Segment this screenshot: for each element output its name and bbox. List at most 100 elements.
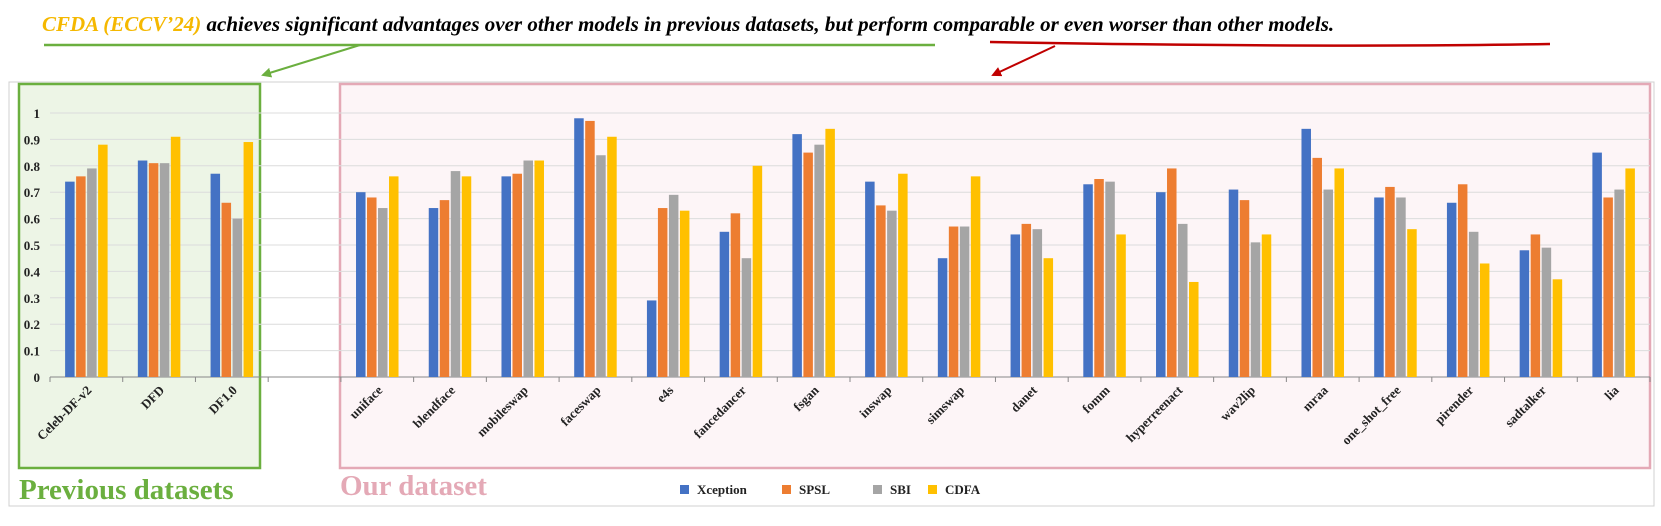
bar-cdfa-fomm	[1116, 234, 1126, 377]
header-caption: CFDA (ECCV’24) achieves significant adva…	[42, 12, 1334, 36]
bar-cdfa-sadtalker	[1552, 279, 1563, 377]
bar-xception-wav2lip	[1228, 189, 1239, 377]
bar-spsl-celeb-df-v2	[76, 176, 86, 377]
y-tick-label: 0.7	[24, 185, 41, 200]
legend-label-sbi: SBI	[890, 482, 911, 497]
bar-spsl-blendface	[439, 200, 450, 377]
bar-xception-fancedancer	[719, 231, 730, 377]
bar-sbi-hyperreenact	[1178, 223, 1188, 377]
bar-cdfa-hyperreenact	[1189, 281, 1199, 377]
bar-xception-celeb-df-v2	[65, 181, 75, 377]
bar-spsl-e4s	[657, 208, 668, 377]
bar-sbi-fancedancer	[741, 258, 752, 377]
bar-sbi-fomm	[1105, 181, 1115, 377]
legend-label-cdfa: CDFA	[945, 482, 981, 497]
bar-cdfa-lia	[1625, 168, 1635, 377]
bar-spsl-one-shot-free	[1385, 186, 1395, 377]
bar-cdfa-one-shot-free	[1407, 229, 1417, 377]
bar-cdfa-df1-0	[243, 142, 254, 377]
y-tick-label: 0.9	[24, 132, 41, 147]
legend-swatch-cdfa	[928, 485, 937, 494]
bar-cdfa-e4s	[679, 210, 690, 377]
bar-spsl-sadtalker	[1530, 234, 1541, 377]
bar-cdfa-fancedancer	[752, 165, 763, 377]
bar-sbi-mobileswap	[523, 160, 533, 377]
bar-sbi-blendface	[450, 171, 461, 377]
bar-spsl-inswap	[876, 205, 886, 377]
bar-spsl-df1-0	[221, 202, 232, 377]
bar-spsl-danet	[1021, 223, 1032, 377]
bar-sbi-fsgan	[814, 144, 824, 377]
header-text: achieves significant advantages over oth…	[201, 12, 1334, 36]
bar-xception-one-shot-free	[1374, 197, 1384, 377]
legend: Xception SPSL SBI CDFA	[680, 482, 981, 497]
figure-frame	[8, 81, 1655, 507]
bar-cdfa-wav2lip	[1261, 234, 1272, 377]
green-arrow	[261, 44, 361, 78]
bar-spsl-mobileswap	[512, 173, 522, 377]
bar-spsl-pirender	[1457, 184, 1468, 377]
bar-xception-mobileswap	[501, 176, 511, 377]
bar-xception-simswap	[937, 258, 948, 377]
bar-spsl-fancedancer	[730, 213, 741, 377]
bar-cdfa-dfd	[170, 136, 181, 377]
bar-cdfa-faceswap	[607, 136, 617, 377]
bar-xception-hyperreenact	[1156, 192, 1166, 377]
bars	[65, 118, 1635, 378]
y-tick-label: 0.1	[24, 344, 40, 359]
y-tick-label: 0.2	[24, 317, 40, 332]
bar-cdfa-simswap	[970, 176, 981, 377]
bar-spsl-wav2lip	[1239, 200, 1250, 377]
header-highlight: CFDA (ECCV’24)	[42, 12, 201, 36]
bar-cdfa-inswap	[898, 173, 908, 377]
legend-swatch-spsl	[782, 485, 791, 494]
our-dataset-label: Our dataset	[340, 470, 487, 502]
bar-spsl-dfd	[148, 163, 159, 377]
bar-xception-danet	[1010, 234, 1021, 377]
bar-cdfa-uniface	[389, 176, 399, 377]
bar-xception-df1-0	[210, 173, 221, 377]
bar-sbi-dfd	[159, 163, 170, 377]
bar-sbi-lia	[1614, 189, 1624, 377]
bar-sbi-wav2lip	[1250, 242, 1261, 377]
bar-xception-e4s	[646, 300, 657, 377]
y-tick-label: 0	[34, 370, 41, 385]
bar-xception-lia	[1592, 152, 1602, 377]
legend-swatch-sbi	[873, 485, 882, 494]
bar-xception-sadtalker	[1519, 250, 1530, 377]
bar-xception-fomm	[1083, 184, 1093, 377]
bar-sbi-e4s	[668, 194, 679, 377]
bar-spsl-hyperreenact	[1167, 168, 1177, 377]
y-tick-label: 1	[34, 106, 41, 121]
y-tick-label: 0.6	[24, 212, 41, 227]
red-underline	[989, 40, 1551, 47]
bar-cdfa-danet	[1043, 258, 1054, 377]
bar-xception-dfd	[137, 160, 148, 377]
bar-sbi-df1-0	[232, 218, 243, 377]
bar-xception-blendface	[428, 208, 439, 377]
bar-sbi-inswap	[887, 210, 897, 377]
bar-sbi-one-shot-free	[1396, 197, 1406, 377]
bar-spsl-simswap	[948, 226, 959, 377]
bar-cdfa-mobileswap	[534, 160, 544, 377]
bar-xception-mraa	[1301, 128, 1311, 377]
bar-cdfa-mraa	[1334, 168, 1344, 377]
bar-sbi-sadtalker	[1541, 247, 1552, 377]
legend-swatch-xception	[680, 485, 689, 494]
y-tick-label: 0.8	[24, 159, 41, 174]
y-tick-label: 0.4	[24, 264, 41, 279]
bar-spsl-fomm	[1094, 179, 1104, 377]
our-dataset-region	[338, 82, 1652, 470]
bar-sbi-simswap	[959, 226, 970, 377]
bar-xception-uniface	[356, 192, 366, 377]
bar-xception-fsgan	[792, 134, 802, 377]
bar-spsl-fsgan	[803, 152, 813, 377]
bar-spsl-mraa	[1312, 157, 1322, 377]
y-tick-label: 0.5	[24, 238, 41, 253]
bar-sbi-pirender	[1468, 231, 1479, 377]
bar-xception-pirender	[1446, 202, 1457, 377]
bar-spsl-uniface	[367, 197, 377, 377]
red-arrow	[991, 45, 1056, 77]
bar-cdfa-pirender	[1479, 263, 1490, 377]
